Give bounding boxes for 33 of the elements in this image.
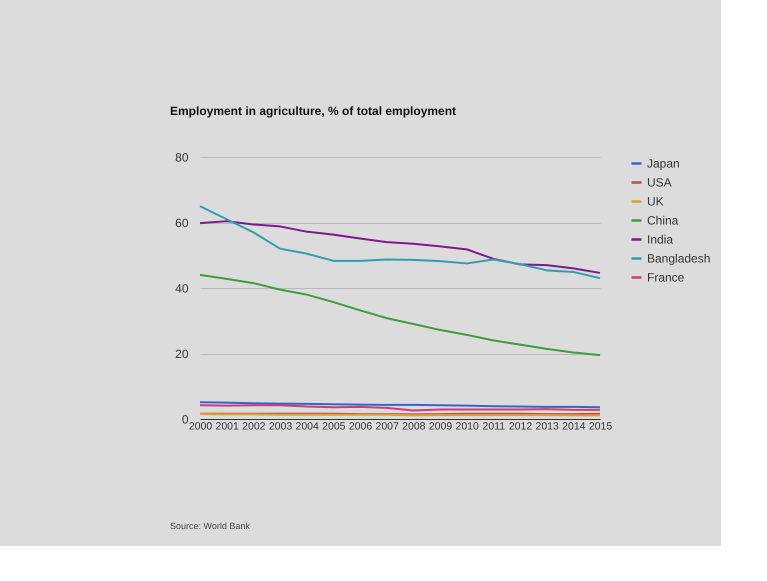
x-tick-label: 2013 (535, 420, 560, 432)
y-tick-label: 80 (175, 150, 189, 164)
x-tick-label: 2000 (188, 420, 212, 432)
line-series (199, 220, 601, 274)
x-tick-label: 2009 (428, 420, 452, 432)
legend-label: USA (647, 176, 672, 190)
x-tick-label: 2012 (508, 420, 532, 432)
x-tick-label: 2007 (375, 420, 400, 432)
line-series (199, 274, 601, 356)
legend-label: Japan (647, 156, 680, 170)
x-tick-label: 2015 (588, 420, 612, 432)
x-tick-label: 2002 (242, 420, 266, 432)
y-tick-label: 60 (175, 216, 189, 230)
y-tick-label: 40 (175, 282, 189, 296)
x-tick-label: 2010 (455, 420, 480, 432)
line-series (199, 205, 601, 280)
x-tick-label: 2011 (482, 420, 506, 432)
x-tick-label: 2003 (268, 420, 292, 432)
legend-label: UK (647, 194, 664, 208)
chart-title: Employment in agriculture, % of total employment (170, 104, 456, 118)
legend-label: China (647, 214, 679, 228)
x-tick-label: 2005 (322, 420, 346, 432)
y-tick-label: 20 (175, 347, 189, 361)
legend-label: Bangladesh (647, 252, 710, 266)
legend-label: France (647, 270, 685, 284)
y-tick-label: 0 (182, 412, 189, 426)
x-tick-label: 2006 (348, 420, 372, 432)
source-note: Source: World Bank (170, 521, 250, 531)
x-tick-label: 2014 (562, 420, 586, 432)
x-tick-label: 2001 (215, 420, 240, 432)
x-tick-label: 2008 (402, 420, 426, 432)
legend-label: India (647, 232, 674, 246)
x-tick-label: 2004 (295, 420, 320, 432)
